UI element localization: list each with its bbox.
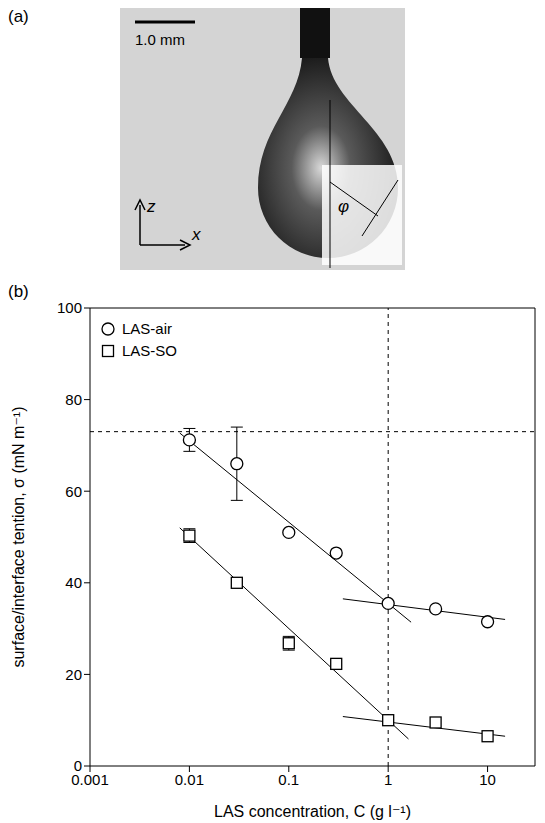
html-text:LAS-SO: LAS-SO xyxy=(122,342,177,359)
svg-text:60: 60 xyxy=(65,483,82,500)
svg-text:40: 40 xyxy=(65,574,82,591)
svg-text:surface/interface tention, σ (: surface/interface tention, σ (mN m⁻¹) xyxy=(10,406,27,667)
svg-text:10: 10 xyxy=(479,771,496,788)
svg-text:0.1: 0.1 xyxy=(278,771,299,788)
html-text:(b): (b) xyxy=(8,282,29,301)
svg-text:0.001: 0.001 xyxy=(71,770,109,788)
svg-text:100: 100 xyxy=(57,299,82,316)
svg-text:φ: φ xyxy=(338,197,349,216)
svg-text:20: 20 xyxy=(65,666,82,683)
svg-text:z: z xyxy=(146,197,156,216)
svg-text:x: x xyxy=(191,225,201,244)
svg-text:0: 0 xyxy=(74,757,82,774)
svg-text:0.01: 0.01 xyxy=(175,771,204,788)
svg-text:LAS concentration, C (g l⁻¹): LAS concentration, C (g l⁻¹) xyxy=(214,803,411,820)
svg-text:1: 1 xyxy=(384,771,392,788)
svg-text:1.0 mm: 1.0 mm xyxy=(135,31,185,48)
svg-text:(a): (a) xyxy=(8,7,29,26)
svg-text:80: 80 xyxy=(65,391,82,408)
html-text:LAS-air: LAS-air xyxy=(122,320,172,337)
